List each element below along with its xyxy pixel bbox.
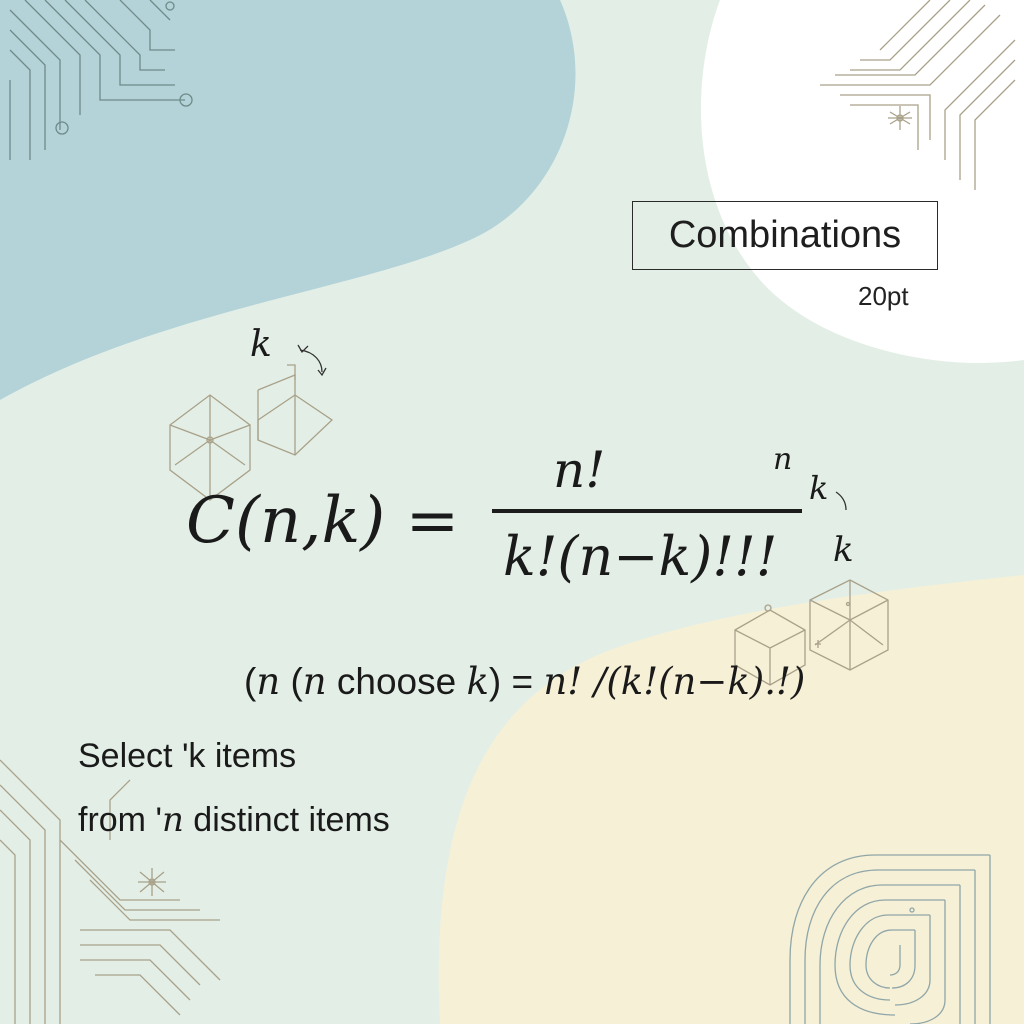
description-line-1: Select 'k items (78, 737, 297, 775)
description-line-2-var: n (161, 800, 184, 840)
spiral-maze-bottom-right (789, 854, 991, 1024)
formula-numerator: n! (553, 441, 606, 499)
side-label-k-upper: k (809, 469, 829, 507)
white-blob (700, 0, 1024, 363)
side-label-n: n (773, 442, 793, 477)
floating-k-label: k (250, 324, 272, 365)
description-line-2-prefix: from ' (78, 801, 162, 839)
circuit-pattern-bottom-left (0, 759, 221, 1024)
description-line-2-suffix: distinct items (183, 801, 390, 839)
formula-denominator: k!(n−k)!!! (503, 525, 778, 588)
cube-sketch-right (734, 491, 889, 686)
font-size-label: 20pt (858, 281, 909, 311)
inline-var-k: k (466, 660, 489, 703)
cube-sketch-left (169, 344, 334, 501)
inline-var-n-2: n (302, 660, 327, 703)
description-line-2: from 'n distinct items (78, 800, 390, 840)
title-box: Combinations (632, 201, 938, 270)
circuit-pattern-top-right (820, 0, 1016, 190)
cream-blob (438, 575, 1024, 1024)
inline-formula: (n (n choose k) = n! /(k!(n−k).!) (244, 660, 805, 704)
inline-choose-word: choose (326, 661, 467, 702)
inline-equals: ) = (488, 661, 544, 702)
circuit-pattern-top-left (9, 0, 193, 160)
fraction-bar (492, 509, 802, 513)
formula-lhs: C(n,k) = (186, 484, 460, 558)
side-label-k-lower: k (833, 530, 854, 570)
inline-rhs: n! /(k!(n−k).!) (543, 660, 806, 703)
inline-var-n-1: n (256, 660, 281, 703)
inline-open-paren-2: ( (280, 661, 303, 702)
inline-open-paren: ( (244, 661, 257, 702)
